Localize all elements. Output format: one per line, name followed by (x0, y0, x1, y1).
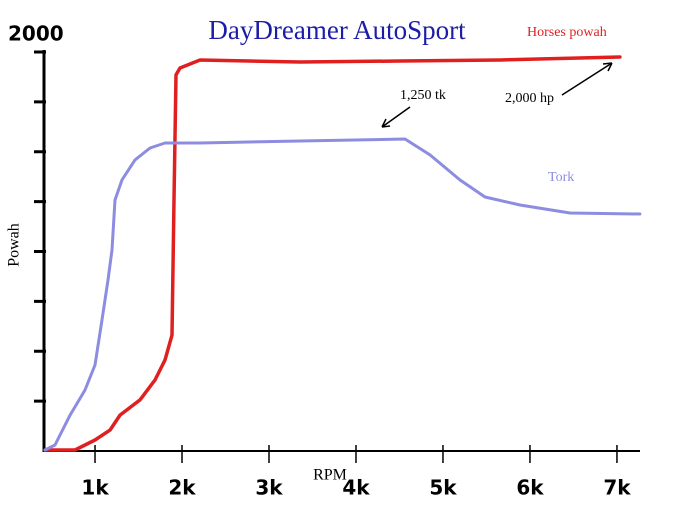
y-tick-label: 2000 (8, 22, 64, 46)
x-tick-label: 3k (255, 476, 283, 500)
x-tick-label: 4k (342, 476, 370, 500)
series-line (43, 137, 642, 452)
annotation-arrow (561, 62, 613, 96)
x-tick-label: 5k (429, 476, 457, 500)
annotation-arrow (381, 106, 411, 128)
x-tick-label: 1k (81, 476, 109, 500)
x-tick-label: 7k (603, 476, 631, 500)
y-axis-label: Powah (6, 223, 23, 267)
x-axis-label: RPM (313, 467, 347, 484)
x-tick-label: 2k (168, 476, 196, 500)
annotation: 1,250 tk (400, 88, 446, 103)
series-label: Horses powah (527, 25, 607, 40)
series-line (43, 55, 622, 452)
series-label: Tork (548, 170, 574, 185)
x-tick-label: 6k (516, 476, 544, 500)
annotation: 2,000 hp (505, 91, 554, 106)
chart-title: DayDreamer AutoSport (208, 15, 466, 45)
